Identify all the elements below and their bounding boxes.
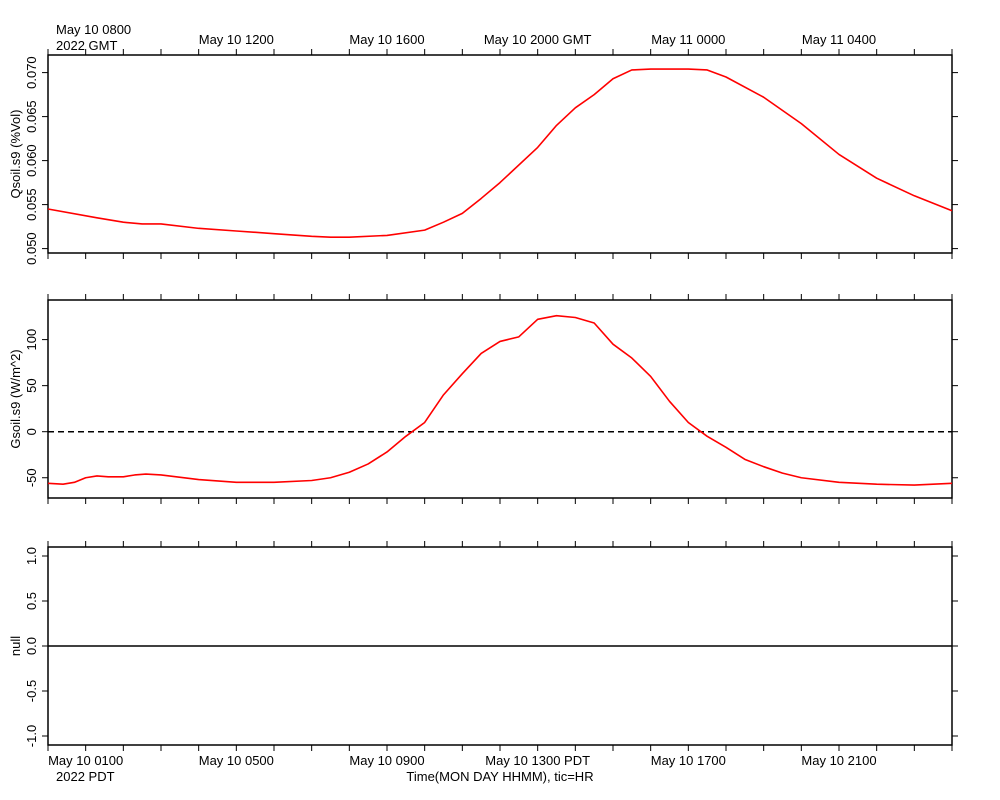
panel-3: -1.0 -0.5 0.0 0.5 1.0 null bbox=[8, 541, 958, 751]
top-time-axis: May 10 0800 2022 GMT May 10 1200 May 10 1… bbox=[56, 22, 876, 53]
bottom-axis-tick-label: May 10 2100 bbox=[801, 753, 876, 768]
bottom-axis-tick-label: May 10 0100 bbox=[48, 753, 123, 768]
bottom-axis-tick-label: May 10 0500 bbox=[199, 753, 274, 768]
series-line bbox=[47, 314, 953, 486]
top-axis-tick-label: May 10 2000 GMT bbox=[484, 32, 592, 47]
y-tick-label: 0.065 bbox=[24, 100, 39, 133]
top-axis-tick-label: May 10 1600 bbox=[349, 32, 424, 47]
plot-frame bbox=[47, 299, 953, 499]
y-tick-label: -1.0 bbox=[24, 725, 39, 747]
y-tick-label: 0 bbox=[24, 428, 39, 435]
y-tick-label: 0.070 bbox=[24, 56, 39, 89]
y-tick-label: 100 bbox=[24, 329, 39, 351]
y-tick-label: 50 bbox=[24, 378, 39, 392]
bottom-axis-tick-label: May 10 0900 bbox=[349, 753, 424, 768]
y-axis-label: Gsoil.s9 (W/m^2) bbox=[8, 349, 23, 448]
y-tick-label: 0.060 bbox=[24, 144, 39, 177]
bottom-axis-year-label: 2022 PDT bbox=[56, 769, 115, 784]
y-tick-label: 0.0 bbox=[24, 637, 39, 655]
series-line bbox=[47, 68, 953, 238]
panel-1: 0.050 0.055 0.060 0.065 0.070 Qsoil.s9 (%Vol) bbox=[8, 49, 958, 265]
y-tick-label: 1.0 bbox=[24, 547, 39, 565]
top-axis-first-label-line1: May 10 0800 bbox=[56, 22, 131, 37]
top-axis-tick-label: May 11 0400 bbox=[802, 32, 876, 47]
bottom-axis-title: Time(MON DAY HHMM), tic=HR bbox=[406, 769, 593, 784]
y-axis-label: Qsoil.s9 (%Vol) bbox=[8, 110, 23, 199]
plot-frame bbox=[47, 54, 953, 254]
bottom-time-axis: 2022 PDT Time(MON DAY HHMM), tic=HR May … bbox=[48, 753, 877, 784]
y-tick-label: -0.5 bbox=[24, 680, 39, 702]
top-axis-tick-label: May 11 0000 bbox=[651, 32, 725, 47]
y-tick-label: 0.055 bbox=[24, 188, 39, 221]
top-axis-tick-label: May 10 1200 bbox=[199, 32, 274, 47]
y-tick-label: 0.5 bbox=[24, 592, 39, 610]
bottom-axis-tick-label: May 10 1300 PDT bbox=[485, 753, 590, 768]
y-tick-label: -50 bbox=[24, 468, 39, 487]
y-axis-label: null bbox=[8, 636, 23, 656]
top-axis-first-label-line2: 2022 GMT bbox=[56, 38, 117, 53]
bottom-axis-tick-label: May 10 1700 bbox=[651, 753, 726, 768]
y-tick-label: 0.050 bbox=[24, 232, 39, 265]
